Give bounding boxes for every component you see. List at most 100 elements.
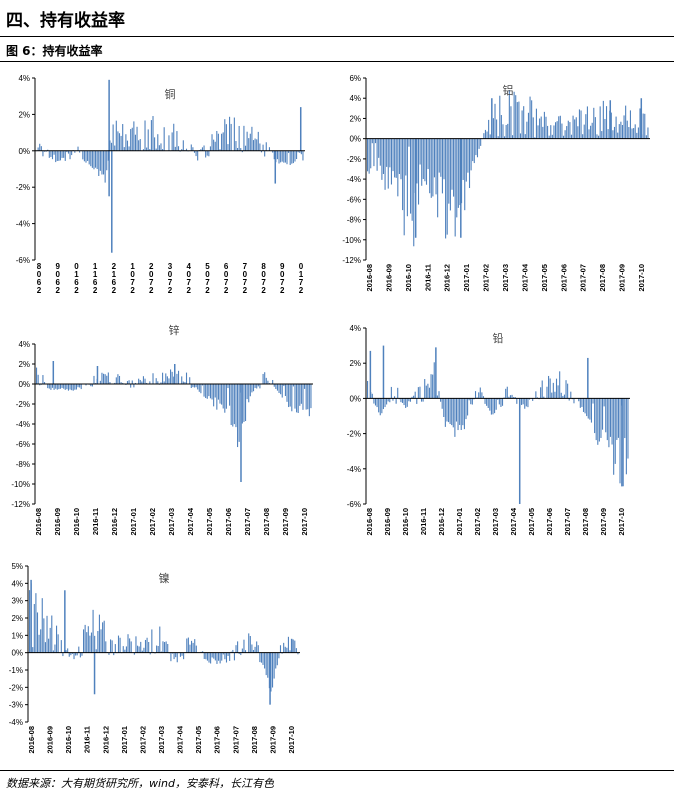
x-tick-label: 6 (74, 278, 79, 287)
bar (248, 384, 250, 403)
y-tick-label: 0% (11, 649, 23, 658)
bar (417, 138, 420, 205)
bar (124, 649, 126, 653)
bar (379, 398, 381, 416)
bar (56, 384, 58, 390)
bar (302, 384, 304, 410)
bar (378, 138, 380, 158)
bar (256, 641, 258, 653)
chart-title: 铜 (165, 87, 176, 101)
bar (536, 397, 539, 399)
bar (101, 372, 103, 384)
x-tick-label: 7 (243, 278, 248, 287)
bar (579, 398, 581, 408)
bar (299, 150, 301, 153)
bar (213, 384, 215, 407)
bar (374, 398, 377, 406)
bar (176, 131, 178, 151)
bar (273, 652, 275, 679)
bar (518, 398, 521, 504)
bar (500, 115, 502, 139)
bar (430, 374, 432, 399)
bar (474, 391, 477, 399)
bar (300, 150, 302, 155)
bar (506, 386, 508, 399)
bar (514, 397, 516, 399)
x-tick-label: 0 (149, 270, 154, 279)
bar (91, 384, 93, 387)
y-tick-label: 2% (349, 359, 361, 368)
bar (201, 384, 204, 386)
bar (562, 135, 565, 139)
bar (217, 133, 219, 151)
x-tick-label: 1 (74, 270, 79, 279)
bar (78, 646, 80, 653)
bar (165, 373, 167, 384)
bar (295, 648, 297, 653)
x-tick-label: 7 (224, 278, 229, 287)
bar (158, 145, 160, 151)
bar (555, 378, 558, 399)
bar (510, 106, 512, 139)
bar (227, 652, 229, 656)
bar (592, 398, 594, 404)
bar (616, 398, 618, 440)
bar (567, 120, 569, 139)
y-tick-label: 1% (11, 631, 23, 640)
bar (645, 135, 647, 139)
bar (244, 145, 247, 151)
x-tick-label: 2016-12 (443, 264, 452, 292)
bar (608, 398, 610, 448)
bar (118, 133, 121, 151)
bar (237, 641, 239, 653)
x-tick-label: 2017-10 (287, 726, 296, 754)
bar (523, 106, 525, 139)
bar (386, 138, 388, 167)
bar (617, 398, 619, 438)
bar (197, 384, 199, 390)
bar (603, 398, 605, 407)
bar (600, 398, 602, 438)
bar (297, 384, 299, 413)
bar (185, 148, 188, 151)
bar (230, 123, 232, 151)
bar (98, 150, 100, 176)
bar (374, 138, 377, 144)
x-tick-label: 0 (243, 270, 248, 279)
bar (395, 398, 397, 404)
bar (417, 387, 419, 399)
bar (527, 398, 529, 408)
bar (30, 579, 32, 653)
x-tick-label: 6 (112, 278, 117, 287)
x-tick-label: 2016-09 (384, 264, 393, 292)
x-tick-label: 2016-12 (101, 726, 110, 754)
bar (53, 150, 55, 155)
bar (217, 384, 219, 400)
bar (471, 398, 473, 405)
bar (107, 150, 109, 161)
bar (532, 117, 534, 139)
bar (79, 150, 81, 153)
bar (505, 124, 507, 139)
x-tick-label: 2017-01 (462, 264, 471, 292)
bar (449, 138, 451, 211)
bar (390, 386, 392, 399)
bar (411, 138, 413, 221)
bar (163, 381, 165, 384)
bar (547, 125, 549, 139)
bar (256, 139, 258, 151)
bar (113, 652, 115, 656)
bar (98, 614, 100, 653)
x-tick-label: 2017-06 (224, 508, 233, 536)
bar (436, 395, 438, 399)
bar (195, 384, 197, 388)
bar (195, 150, 197, 157)
source-divider (0, 770, 674, 771)
bar (175, 652, 177, 658)
bar (87, 626, 89, 653)
bar (433, 138, 436, 178)
bar (618, 124, 620, 139)
bar (120, 135, 122, 151)
bar (96, 150, 98, 170)
bar (110, 142, 113, 151)
